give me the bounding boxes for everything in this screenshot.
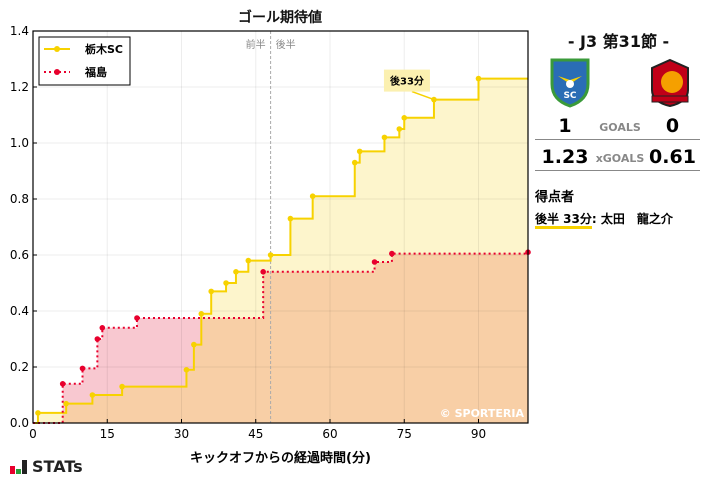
svg-text:SC: SC — [563, 91, 576, 101]
round-title: - J3 第31節 - — [567, 32, 670, 51]
scorer-time: 後半 33分 — [535, 212, 592, 229]
svg-text:1.0: 1.0 — [10, 136, 29, 150]
goals-row: 1 GOALS 0 — [535, 115, 700, 140]
svg-text:0.6: 0.6 — [10, 248, 29, 262]
svg-text:60: 60 — [322, 427, 337, 441]
svg-text:45: 45 — [248, 427, 263, 441]
svg-text:0.8: 0.8 — [10, 192, 29, 206]
svg-text:1.4: 1.4 — [10, 24, 29, 38]
svg-text:後33分: 後33分 — [390, 75, 424, 88]
svg-text:90: 90 — [471, 427, 486, 441]
svg-text:後半: 後半 — [276, 38, 296, 51]
scorer-item: 後半 33分: 太田 龍之介 — [535, 210, 673, 229]
svg-text:© SPORTERIA: © SPORTERIA — [440, 407, 525, 420]
x-axis-label: キックオフからの経過時間(分) — [190, 451, 371, 466]
svg-text:0.2: 0.2 — [10, 360, 29, 374]
away-team-logo — [651, 58, 689, 108]
svg-text:1.2: 1.2 — [10, 80, 29, 94]
xg-chart: 0 15 30 45 60 75 900.00.20.40.60.81.01.21.4前半後… — [10, 24, 531, 441]
chart-title: ゴール期待値 — [238, 10, 322, 26]
svg-text:30: 30 — [174, 427, 189, 441]
scorers-title: 得点者 — [535, 190, 575, 205]
home-team-logo: SC — [550, 58, 590, 108]
stats-logo: STATs — [10, 457, 83, 476]
bar-chart-icon — [10, 459, 27, 474]
svg-text:前半: 前半 — [246, 38, 266, 51]
svg-text:0.4: 0.4 — [10, 304, 29, 318]
svg-text:75: 75 — [397, 427, 412, 441]
svg-text:0: 0 — [29, 427, 37, 441]
svg-text:0.0: 0.0 — [10, 416, 29, 430]
away-goals: 0 — [665, 115, 680, 137]
away-xgoals: 0.61 — [649, 146, 696, 168]
svg-text:栃木SC: 栃木SC — [85, 42, 123, 56]
home-xgoals: 1.23 — [541, 146, 589, 168]
scorer-name: : 太田 龍之介 — [591, 212, 673, 226]
xgoals-label: xGOALS — [595, 152, 645, 165]
svg-text:福島: 福島 — [84, 65, 107, 79]
xgoals-row: 1.23 xGOALS 0.61 — [535, 146, 700, 171]
svg-text:15: 15 — [100, 427, 115, 441]
home-goals: 1 — [558, 115, 572, 137]
goals-label: GOALS — [599, 121, 641, 134]
brand-text: STATs — [32, 457, 83, 476]
